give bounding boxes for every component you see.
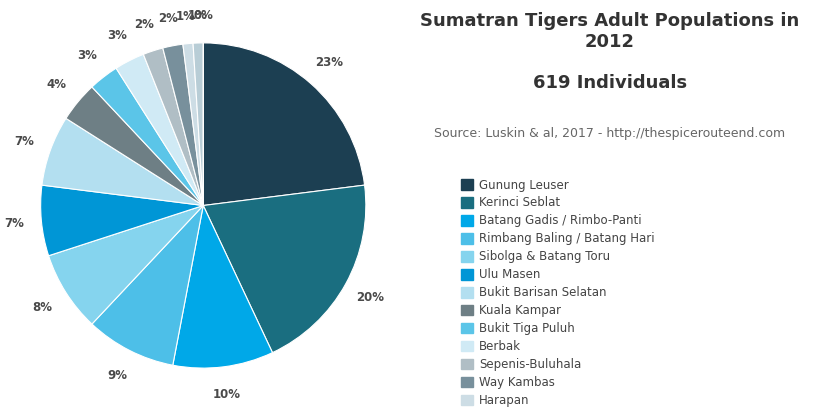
Wedge shape (66, 87, 203, 206)
Legend: Gunung Leuser, Kerinci Seblat, Batang Gadis / Rimbo-Panti, Rimbang Baling / Bata: Gunung Leuser, Kerinci Seblat, Batang Ga… (461, 178, 654, 411)
Text: Source: Luskin & al, 2017 - http://thespicerouteend.com: Source: Luskin & al, 2017 - http://thesp… (434, 127, 785, 141)
Wedge shape (183, 43, 203, 206)
Wedge shape (203, 185, 366, 353)
Wedge shape (203, 43, 364, 206)
Wedge shape (92, 206, 203, 365)
Text: 619 Individuals: 619 Individuals (533, 74, 687, 92)
Text: 4%: 4% (46, 78, 67, 91)
Wedge shape (92, 68, 203, 205)
Text: Sumatran Tigers Adult Populations in 2012: Sumatran Tigers Adult Populations in 201… (420, 12, 799, 51)
Text: 9%: 9% (107, 369, 127, 381)
Text: 3%: 3% (107, 30, 127, 42)
Text: 8%: 8% (33, 301, 53, 314)
Wedge shape (41, 185, 203, 256)
Wedge shape (193, 43, 203, 206)
Text: 1%: 1% (176, 9, 195, 23)
Wedge shape (49, 206, 203, 324)
Text: 20%: 20% (356, 291, 384, 304)
Text: 7%: 7% (4, 217, 24, 230)
Text: 23%: 23% (315, 56, 343, 69)
Text: 2%: 2% (158, 12, 177, 25)
Wedge shape (42, 118, 203, 206)
Wedge shape (143, 48, 203, 206)
Wedge shape (163, 44, 203, 206)
Text: 2%: 2% (134, 18, 154, 31)
Text: 3%: 3% (76, 48, 97, 62)
Text: 7%: 7% (15, 134, 34, 148)
Text: 1%: 1% (187, 9, 207, 22)
Wedge shape (173, 206, 272, 368)
Wedge shape (116, 54, 203, 206)
Text: 0%: 0% (193, 9, 213, 22)
Text: 10%: 10% (213, 388, 241, 401)
